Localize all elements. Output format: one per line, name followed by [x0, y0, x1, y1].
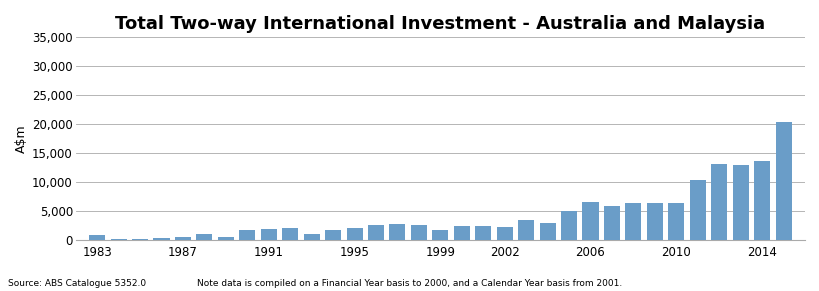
Bar: [432, 230, 448, 240]
Bar: [581, 202, 598, 240]
Bar: [282, 228, 298, 240]
Bar: [496, 227, 512, 240]
Bar: [153, 238, 170, 240]
Bar: [174, 237, 191, 240]
Bar: [260, 229, 277, 240]
Bar: [218, 237, 233, 240]
Bar: [560, 211, 577, 240]
Bar: [303, 234, 319, 240]
Bar: [646, 203, 662, 240]
Bar: [625, 203, 640, 240]
Bar: [689, 180, 705, 240]
Bar: [667, 203, 684, 240]
Bar: [410, 225, 427, 240]
Bar: [239, 230, 255, 240]
Bar: [475, 226, 491, 240]
Bar: [753, 161, 769, 240]
Bar: [539, 223, 555, 240]
Bar: [324, 230, 341, 240]
Bar: [368, 225, 383, 240]
Text: Source: ABS Catalogue 5352.0: Source: ABS Catalogue 5352.0: [8, 279, 146, 288]
Bar: [132, 239, 148, 240]
Bar: [89, 235, 105, 240]
Bar: [389, 224, 405, 240]
Bar: [346, 228, 362, 240]
Bar: [518, 220, 533, 240]
Bar: [775, 122, 790, 240]
Bar: [710, 164, 726, 240]
Bar: [731, 165, 748, 240]
Bar: [603, 205, 619, 240]
Y-axis label: A$m: A$m: [15, 124, 28, 153]
Text: Note data is compiled on a Financial Year basis to 2000, and a Calendar Year bas: Note data is compiled on a Financial Yea…: [197, 279, 622, 288]
Title: Total Two-way International Investment - Australia and Malaysia: Total Two-way International Investment -…: [115, 15, 764, 33]
Bar: [196, 234, 212, 240]
Bar: [111, 239, 126, 240]
Bar: [453, 226, 469, 240]
